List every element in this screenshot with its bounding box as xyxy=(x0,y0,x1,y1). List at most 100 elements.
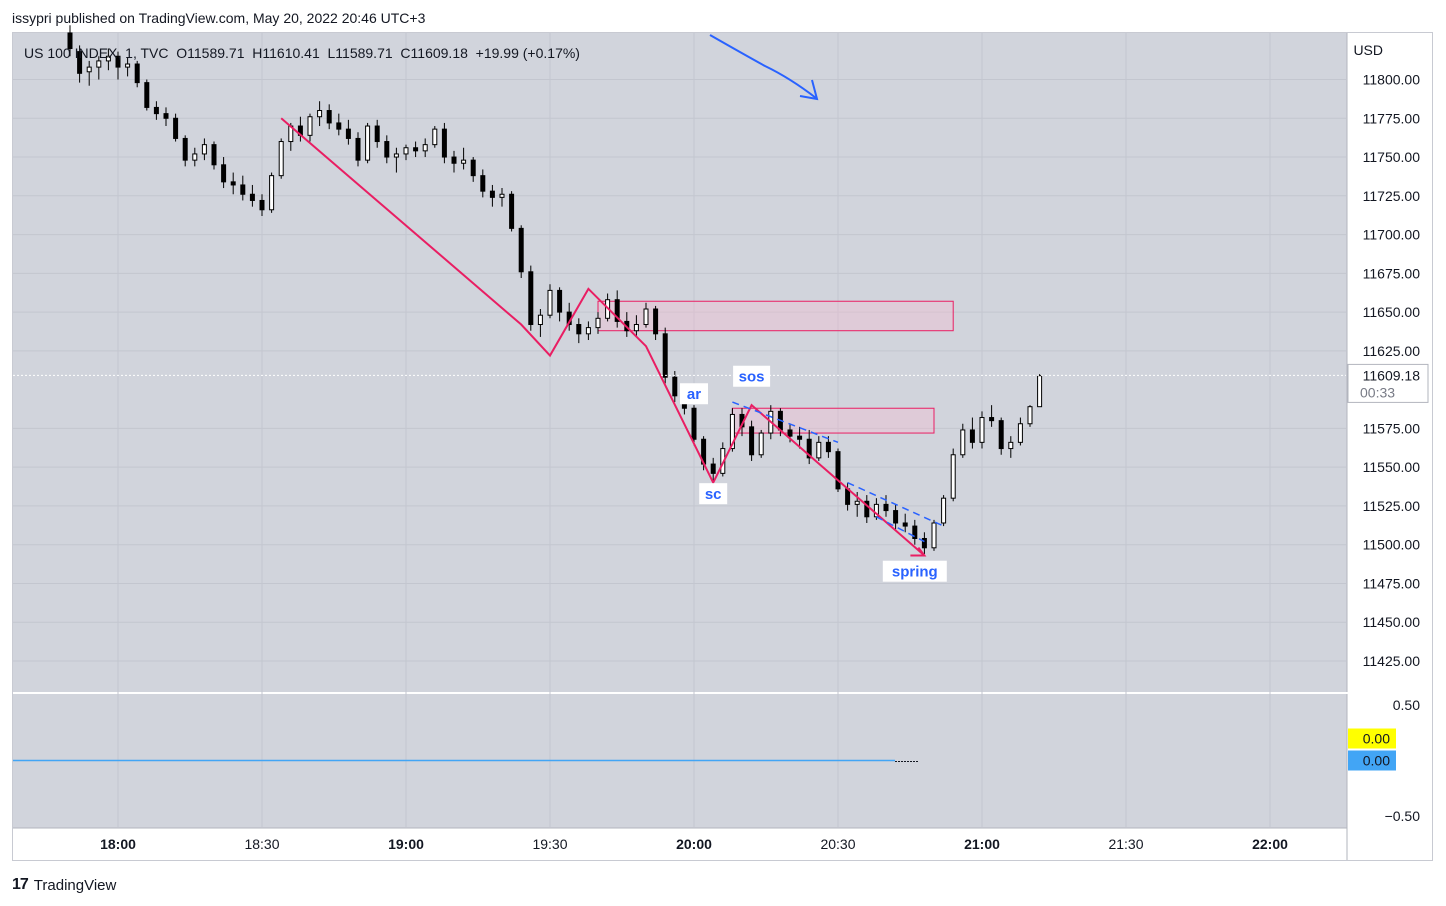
candle-body xyxy=(931,522,937,549)
candle-body xyxy=(432,128,438,146)
tv-brand: TradingView xyxy=(33,876,117,894)
time-tick: 21:00 xyxy=(964,836,1000,852)
price-tick: 11500.00 xyxy=(1363,537,1421,553)
candle-body xyxy=(557,289,563,313)
candle-body xyxy=(451,156,457,164)
candle-body xyxy=(921,537,927,549)
osc-tick: 0.50 xyxy=(1393,697,1420,713)
candle-body xyxy=(806,438,812,459)
channel-lower xyxy=(876,516,925,543)
candle-body xyxy=(230,181,236,186)
candle-body xyxy=(691,407,697,440)
candle-body xyxy=(470,159,476,177)
candle-body xyxy=(384,141,390,158)
candle-body xyxy=(537,314,543,326)
candle-body xyxy=(278,141,284,177)
tv-logo-icon: 17 xyxy=(12,876,29,893)
candle-body xyxy=(499,193,505,198)
time-tick: 20:00 xyxy=(676,836,712,852)
time-tick: 21:30 xyxy=(1108,836,1143,852)
time-tick: 18:00 xyxy=(100,836,136,852)
supply-zone xyxy=(597,300,954,332)
spring-label: spring xyxy=(892,564,938,581)
sc-label-bg xyxy=(699,483,728,505)
candle-body xyxy=(547,289,553,316)
downtrend-arrowhead xyxy=(799,79,819,101)
candle-body xyxy=(393,153,399,158)
candle-body xyxy=(489,190,495,198)
price-tick: 11450.00 xyxy=(1363,614,1421,630)
candle-body xyxy=(221,164,227,183)
candle-body xyxy=(854,500,860,505)
candle-body xyxy=(893,510,899,524)
wyckoff-structure xyxy=(13,34,1346,762)
candle-body xyxy=(1037,375,1043,408)
osc-value-yellow: 0.00 xyxy=(1363,731,1390,747)
time-tick: 22:00 xyxy=(1252,836,1288,852)
wyckoff-arrowhead xyxy=(910,546,927,557)
candle-body xyxy=(422,144,428,152)
candle-body xyxy=(576,324,582,335)
osc-badge-blue xyxy=(1348,750,1396,771)
candle-body xyxy=(729,413,735,450)
candle-body xyxy=(912,525,918,539)
tradingview-logo[interactable]: 17 TradingView xyxy=(12,876,116,894)
candle-body xyxy=(125,63,131,68)
sos-label: sos xyxy=(739,369,765,386)
ar-label: ar xyxy=(687,386,701,403)
candlestick-series xyxy=(67,25,1043,554)
candle-body xyxy=(633,324,639,332)
candle-body xyxy=(797,435,803,440)
candle-body xyxy=(941,497,947,524)
candle-body xyxy=(345,128,351,139)
price-tick: 11425.00 xyxy=(1363,653,1421,669)
bar-countdown: 00:33 xyxy=(1360,384,1395,400)
wyckoff-line xyxy=(280,117,926,557)
candle-body xyxy=(307,116,313,136)
candle-body xyxy=(480,175,486,192)
sos-label-bg xyxy=(733,365,771,387)
downtrend-arrow xyxy=(709,34,817,99)
candle-body xyxy=(672,376,678,397)
candle-body xyxy=(585,327,591,335)
candle-body xyxy=(192,153,198,161)
candle-body xyxy=(749,426,755,456)
price-tick: 11625.00 xyxy=(1363,343,1421,359)
candle-body xyxy=(969,429,975,443)
candle-body xyxy=(710,463,716,474)
candle-body xyxy=(653,308,659,335)
price-tick: 11575.00 xyxy=(1363,420,1421,436)
candle-body xyxy=(201,144,207,155)
price-tick: 11650.00 xyxy=(1363,304,1421,320)
candle-body xyxy=(182,137,188,161)
candle-body xyxy=(595,317,601,329)
price-tick: 11550.00 xyxy=(1363,459,1421,475)
candle-body xyxy=(374,125,380,143)
channel-upper xyxy=(847,481,944,527)
candle-body xyxy=(413,147,419,152)
candle-body xyxy=(787,429,793,437)
candle-body xyxy=(528,271,534,326)
osc-value-blue: 0.00 xyxy=(1363,753,1390,769)
candle-body xyxy=(825,441,831,453)
candle-body xyxy=(979,417,985,443)
candle-body xyxy=(864,500,870,518)
axes: 11800.00 11775.00 11750.00 11725.00 11700.00… xyxy=(100,42,1429,852)
candle-body xyxy=(249,193,255,201)
time-tick: 20:30 xyxy=(820,836,855,852)
price-tick: 11700.00 xyxy=(1363,227,1421,243)
chart-grid xyxy=(13,33,1432,860)
candle-body xyxy=(365,125,371,161)
candle-body xyxy=(86,66,92,73)
candle-body xyxy=(441,128,447,158)
candle-body xyxy=(240,184,246,195)
candle-body xyxy=(614,299,620,322)
candle-body xyxy=(758,432,764,456)
currency-label: USD xyxy=(1353,42,1383,58)
candle-body xyxy=(336,122,342,130)
time-axis-panel xyxy=(13,828,1347,860)
candle-body xyxy=(883,503,889,512)
candle-body xyxy=(211,144,217,166)
candle-body xyxy=(134,63,140,84)
